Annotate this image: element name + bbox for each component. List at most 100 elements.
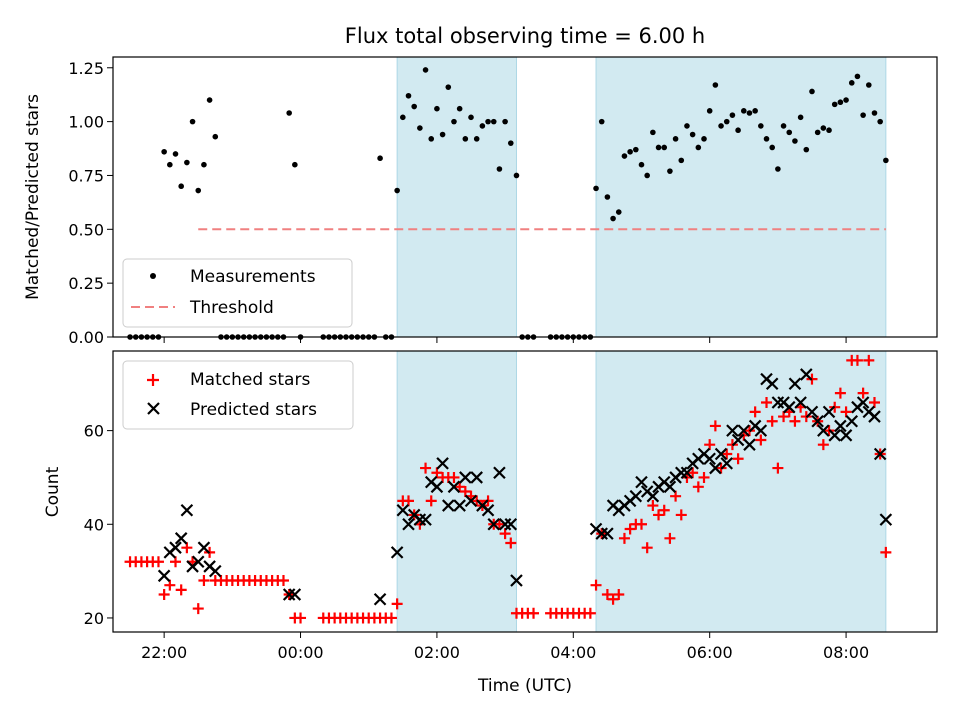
matched-star-point [863,354,875,366]
measurement-point [615,209,622,215]
predicted-star-point [794,396,807,409]
measurement-point [604,194,611,200]
top-y-axis-label: Matched/Predicted stars [23,94,43,300]
matched-star-point [647,500,659,512]
matched-star-point [704,439,716,451]
bottom-axes-frame [112,350,938,633]
measurement-point [820,125,827,131]
top-y-tick-label: 0.25 [68,274,104,293]
top-y-tick-label: 1.00 [68,113,104,132]
x-tick-label: 00:00 [277,643,323,662]
matched-star-point [584,607,596,619]
matched-star-point [420,462,432,474]
matched-star-point [772,462,784,474]
measurement-point [769,144,775,151]
measurement-point [803,146,810,153]
shaded-interval-1 [396,56,517,338]
measurement-point [201,161,207,168]
predicted-star-point [504,518,518,531]
measurement-point [377,155,383,162]
predicted-star-point [800,368,813,381]
matched-star-point [391,598,403,610]
predicted-star-point [822,405,836,419]
top-axis-ticks: 0.00 0.25 0.50 0.75 1.00 1.25 [68,59,847,347]
matched-star-point [851,354,863,366]
predicted-star-point [674,466,688,480]
matched-star-point [658,504,670,516]
bottom-data-marks [124,354,893,624]
matched-star-point [641,542,653,554]
predicted-star-point [481,503,495,517]
predicted-star-point [771,396,785,409]
shaded-interval-2 [595,56,887,338]
measurement-point [172,151,179,157]
predicted-star-point [680,466,694,480]
measurement-point [780,123,787,129]
measurement-point [167,161,173,168]
measurement-point [496,166,503,172]
predicted-star-point [430,480,444,494]
measurement-point [598,118,605,125]
predicted-star-point [845,414,859,428]
predicted-star-point [282,588,296,601]
predicted-star-point [419,513,432,526]
matched-star-point [403,495,415,507]
measurement-point [650,129,656,136]
matched-star-point [164,579,176,591]
matched-star-point [152,556,164,568]
matched-star-point [766,415,778,427]
measurement-point [394,187,400,194]
measurement-point [184,159,190,166]
measurement-point [695,144,702,151]
predicted-star-point [765,377,779,391]
predicted-star-point [470,471,483,484]
matched-star-point [687,467,699,479]
bottom-legend-box [122,360,354,430]
predicted-star-point [487,518,501,531]
measurement-point [701,136,707,142]
measurement-point [655,144,662,151]
matched-star-point [192,603,204,615]
bottom-y-tick-label: 60 [84,422,104,441]
matched-star-point [618,532,630,544]
measurement-point [468,114,474,121]
measurement-point [610,215,616,222]
measurement-point [877,118,883,125]
measurement-point [633,146,639,153]
predicted-star-point [157,569,171,583]
matched-star-point [493,518,505,530]
matched-star-point [653,509,665,521]
matched-star-point [624,523,636,535]
measurement-point [746,110,753,116]
predicted-star-point [413,513,427,526]
measurement-point [723,118,730,125]
predicted-star-point [646,489,660,503]
measurement-point [405,92,412,99]
measurement-point [729,112,736,118]
predicted-star-point [834,419,847,433]
measurement-point [763,136,770,142]
measurement-point [718,123,724,129]
predicted-star-point [828,429,841,442]
predicted-star-point [402,518,415,531]
matched-star-point [528,607,540,619]
predicted-star-point [743,438,756,451]
measurement-point [848,80,855,86]
predicted-star-point [726,424,739,437]
matched-star-point [755,434,767,446]
x-tick-label: 02:00 [414,643,460,662]
matched-star-point [721,448,733,460]
predicted-star-point [169,541,182,554]
measurement-point [195,187,202,194]
predicted-star-point [498,518,512,531]
predicted-star-point [805,405,819,419]
predicted-star-point [873,447,887,461]
matched-star-point [670,490,682,502]
top-shaded-intervals [396,56,887,338]
figure-title: Flux total observing time = 6.00 h [345,24,705,48]
matched-star-point [607,593,619,605]
predicted-star-point [442,499,455,512]
predicted-star-point [459,471,472,484]
measurement-point [439,131,446,138]
